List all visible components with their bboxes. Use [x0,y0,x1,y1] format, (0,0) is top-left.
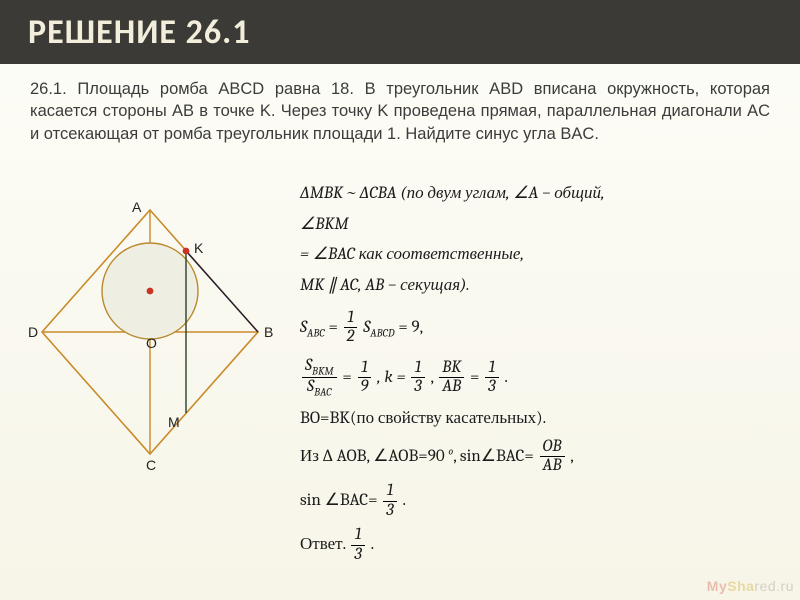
title-band: РЕШЕНИЕ 26.1 [0,0,800,64]
slide-title: РЕШЕНИЕ 26.1 [28,12,250,53]
frac-1-2: 12 [344,309,358,347]
sol-line-2: SABC = 12 SABCD = 9, [300,309,780,347]
frac-1-3-c: 13 [383,482,396,520]
frac-BK-AB: BKAB [439,359,464,397]
frac-1-9: 19 [358,359,372,397]
incircle-center-dot [147,288,154,295]
sol-line-4: BO=BK(по свойству касательных). [300,407,780,432]
S-ABCD: SABCD [363,318,394,337]
label-D: D [28,324,38,340]
sol-line-1c: = ∠BAC как соответственные, [300,243,780,268]
sol-line-1b: ∠BKM [300,213,780,238]
sol-line-6: sin ∠BAC= 13 . [300,482,780,520]
frac-Sbkm-Sbac: SBKM SBAC [302,357,337,399]
frac-1-3-a: 13 [411,359,424,397]
label-M: M [168,414,180,430]
sol-line-3: SBKM SBAC = 19 , k = 13 , BKAB = 13 . [300,357,780,399]
sol-line-5: Из ∆ AOB, ∠AOB=90 o, sin∠BAC= OBAB , [300,438,780,476]
solution-block: ∆MBK ~ ∆CBA (по двум углам, ∠A − общий, … [300,182,780,571]
geometry-diagram: A B C D K M O [20,192,280,472]
label-K: K [194,240,204,256]
label-A: A [132,199,142,215]
frac-1-3-b: 13 [485,359,498,397]
label-B: B [264,324,273,340]
frac-1-3-answer: 13 [351,526,364,564]
content-area: A B C D K M O ∆MBK ~ ∆CBA (по двум углам… [0,182,800,600]
label-O: O [146,335,157,351]
S-ABC: SABC [300,318,325,337]
sol-line-1d: MK ∥ AC, AB − секущая). [300,274,780,299]
frac-OB-AB: OBAB [540,438,565,476]
label-C: C [146,457,156,472]
sol-line-7: Ответ. 13 . [300,526,780,564]
problem-text: 26.1. Площадь ромба ABCD равна 18. В тре… [0,64,800,145]
point-K-dot [183,248,190,255]
sol-line-1a: ∆MBK ~ ∆CBA (по двум углам, ∠A − общий, [300,182,780,207]
watermark: MyShared.ru [707,578,794,594]
